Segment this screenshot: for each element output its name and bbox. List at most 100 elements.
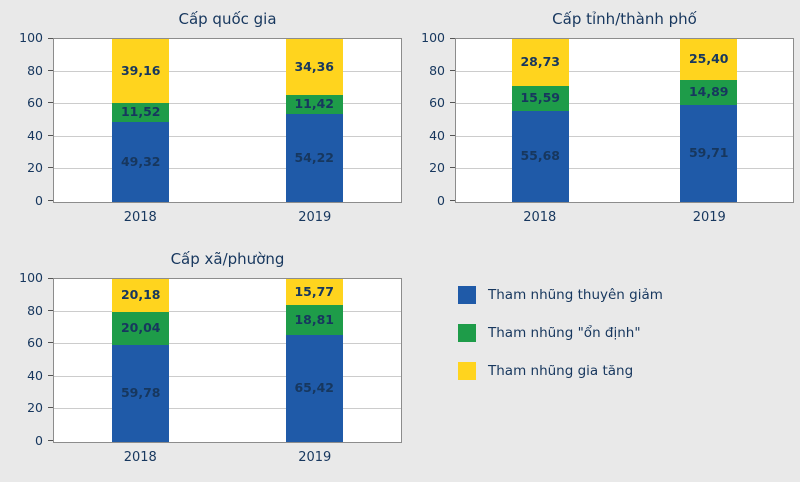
gridline xyxy=(54,70,401,72)
bar-segment: 11,42 xyxy=(285,95,343,114)
bar-segment: 34,36 xyxy=(285,39,343,96)
bar-segment: 14,89 xyxy=(680,80,738,105)
stacked-bar-2019: 54,22 11,42 34,36 xyxy=(285,39,343,202)
gridline xyxy=(456,70,793,72)
bar-segment: 25,40 xyxy=(680,39,738,81)
y-tick-label: 100 xyxy=(421,30,445,45)
x-tick-label: 2018 xyxy=(123,450,157,465)
bar-segment: 54,22 xyxy=(285,113,343,202)
value-label: 59,71 xyxy=(688,145,729,161)
y-tick-mark xyxy=(48,200,53,201)
bars: 55,68 15,59 28,73 59,71 14,89 25,40 xyxy=(456,39,793,202)
stacked-bar-2018: 55,68 15,59 28,73 xyxy=(511,39,569,202)
y-tick-mark xyxy=(48,342,53,344)
y-tick-label: 60 xyxy=(429,95,445,111)
value-label: 28,73 xyxy=(520,54,561,70)
y-tick-label: 40 xyxy=(429,127,445,143)
bar-segment: 59,71 xyxy=(680,104,738,202)
value-label: 15,59 xyxy=(520,90,561,106)
plot-area: 59,78 20,04 20,18 65,42 18,81 15,77 xyxy=(53,278,402,443)
y-tick-mark xyxy=(450,102,455,104)
y-tick-label: 100 xyxy=(19,30,43,45)
bar-segment: 65,42 xyxy=(285,335,343,442)
y-axis: 0 20 40 60 80 100 xyxy=(8,30,53,208)
x-axis-labels: 2018 2019 xyxy=(455,203,794,225)
x-tick-label: 2019 xyxy=(692,210,726,225)
chart-body: 0 20 40 60 80 100 59,78 20,04 20,18 65,42 18,81 15… xyxy=(8,270,402,448)
bar-segment: 15,77 xyxy=(285,279,343,305)
gridline xyxy=(54,310,401,312)
chart-cap-tinh-thanh-pho: Cấp tỉnh/thành phố 0 20 40 60 80 100 55,68 15,… xyxy=(410,6,794,225)
y-tick-label: 20 xyxy=(429,160,445,176)
y-tick-mark xyxy=(48,440,53,441)
chart-cap-quoc-gia: Cấp quốc gia 0 20 40 60 80 100 49,32 11,52 39,1… xyxy=(8,6,402,225)
plot-area: 55,68 15,59 28,73 59,71 14,89 25,40 xyxy=(455,38,794,203)
chart-cap-xa-phuong: Cấp xã/phường 0 20 40 60 80 100 59,78 20,04 20,… xyxy=(8,246,402,465)
value-label: 14,89 xyxy=(688,84,729,100)
bar-segment: 55,68 xyxy=(511,111,569,202)
value-label: 11,52 xyxy=(120,103,161,119)
value-label: 34,36 xyxy=(294,58,335,74)
gridline xyxy=(54,408,401,410)
value-label: 65,42 xyxy=(294,380,335,396)
chart-body: 0 20 40 60 80 100 49,32 11,52 39,16 54,22 11,42 34… xyxy=(8,30,402,208)
value-label: 11,42 xyxy=(294,96,335,112)
x-tick-label: 2018 xyxy=(523,210,557,225)
bar-segment: 18,81 xyxy=(285,304,343,336)
bars: 59,78 20,04 20,18 65,42 18,81 15,77 xyxy=(54,279,401,442)
y-tick-mark xyxy=(48,309,53,311)
x-tick-label: 2019 xyxy=(298,450,332,465)
value-label: 20,04 xyxy=(120,319,161,335)
bars: 49,32 11,52 39,16 54,22 11,42 34,36 xyxy=(54,39,401,202)
y-tick-label: 80 xyxy=(429,62,445,78)
gridline xyxy=(456,168,793,170)
bar-segment: 28,73 xyxy=(511,39,569,86)
y-tick-label: 100 xyxy=(19,270,43,285)
x-tick-label: 2019 xyxy=(298,210,332,225)
y-tick-label: 80 xyxy=(27,62,43,78)
y-tick-mark xyxy=(48,167,53,169)
y-tick-mark xyxy=(48,278,53,279)
chart-title: Cấp xã/phường xyxy=(170,250,285,268)
gridline xyxy=(54,103,401,105)
legend-label: Tham nhũng thuyên giảm xyxy=(488,287,663,303)
y-tick-label: 40 xyxy=(27,127,43,143)
y-tick-mark xyxy=(48,38,53,39)
value-label: 55,68 xyxy=(520,148,561,164)
y-tick-label: 40 xyxy=(27,367,43,383)
gridline xyxy=(456,135,793,137)
y-tick-mark xyxy=(48,407,53,409)
x-tick-label: 2018 xyxy=(123,210,157,225)
chart-title: Cấp quốc gia xyxy=(178,10,277,28)
value-label: 20,18 xyxy=(120,287,161,303)
bar-segment: 39,16 xyxy=(112,39,170,103)
stacked-bar-2019: 59,71 14,89 25,40 xyxy=(680,39,738,202)
x-axis-labels: 2018 2019 xyxy=(53,203,402,225)
chart-title: Cấp tỉnh/thành phố xyxy=(552,10,697,28)
value-label: 39,16 xyxy=(120,62,161,78)
y-tick-mark xyxy=(450,69,455,71)
stacked-bar-2019: 65,42 18,81 15,77 xyxy=(285,279,343,442)
bar-segment: 20,18 xyxy=(112,279,170,312)
legend-item-thuyen-giam: Tham nhũng thuyên giảm xyxy=(458,286,663,304)
y-tick-mark xyxy=(450,38,455,39)
y-tick-mark xyxy=(450,167,455,169)
y-tick-label: 20 xyxy=(27,400,43,416)
y-tick-label: 0 xyxy=(437,193,445,208)
legend: Tham nhũng thuyên giảm Tham nhũng "ổn đị… xyxy=(458,286,663,400)
bar-segment: 59,78 xyxy=(112,344,170,442)
y-tick-label: 0 xyxy=(35,193,43,208)
legend-label: Tham nhũng "ổn định" xyxy=(488,325,641,341)
value-label: 54,22 xyxy=(294,149,335,165)
legend-item-on-dinh: Tham nhũng "ổn định" xyxy=(458,324,663,342)
gridline xyxy=(456,103,793,105)
chart-body: 0 20 40 60 80 100 55,68 15,59 28,73 59,71 14,89 25… xyxy=(410,30,794,208)
y-tick-mark xyxy=(48,134,53,136)
y-axis: 0 20 40 60 80 100 xyxy=(8,270,53,448)
bar-segment: 20,04 xyxy=(112,311,170,345)
y-tick-label: 0 xyxy=(35,433,43,448)
y-tick-mark xyxy=(48,69,53,71)
bar-segment: 49,32 xyxy=(112,121,170,202)
stacked-bar-2018: 49,32 11,52 39,16 xyxy=(112,39,170,202)
gridline xyxy=(54,343,401,345)
